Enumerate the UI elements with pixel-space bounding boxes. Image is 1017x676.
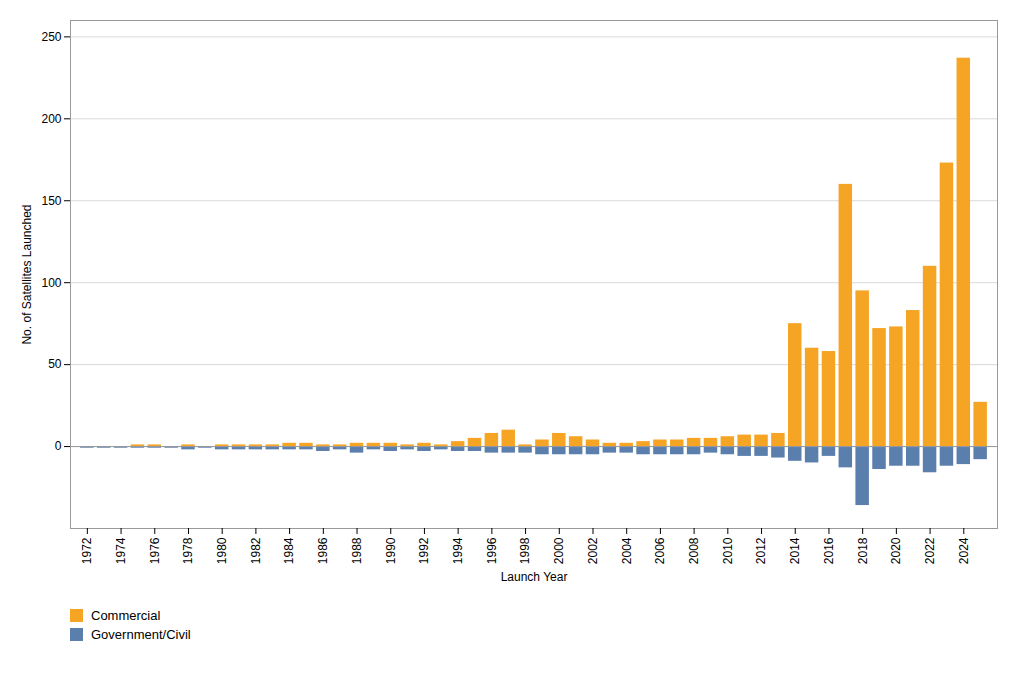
svg-text:2000: 2000: [552, 537, 566, 564]
svg-text:2012: 2012: [754, 537, 768, 564]
svg-text:1986: 1986: [316, 537, 330, 564]
svg-text:2016: 2016: [822, 537, 836, 564]
svg-text:1974: 1974: [114, 537, 128, 564]
svg-text:1998: 1998: [518, 537, 532, 564]
svg-text:1992: 1992: [417, 537, 431, 564]
svg-text:1978: 1978: [181, 537, 195, 564]
svg-text:2020: 2020: [889, 537, 903, 564]
svg-text:Launch Year: Launch Year: [501, 570, 568, 584]
html-text:Commercial: Commercial: [91, 608, 161, 623]
svg-text:1994: 1994: [451, 537, 465, 564]
svg-text:2010: 2010: [721, 537, 735, 564]
svg-text:2004: 2004: [620, 537, 634, 564]
svg-text:250: 250: [41, 30, 61, 44]
svg-text:1980: 1980: [215, 537, 229, 564]
svg-text:1996: 1996: [485, 537, 499, 564]
svg-text:1990: 1990: [384, 537, 398, 564]
svg-text:50: 50: [48, 357, 62, 371]
svg-text:2024: 2024: [957, 537, 971, 564]
svg-text:200: 200: [41, 112, 61, 126]
svg-text:1984: 1984: [282, 537, 296, 564]
svg-text:150: 150: [41, 194, 61, 208]
svg-text:2014: 2014: [788, 537, 802, 564]
svg-text:1976: 1976: [148, 537, 162, 564]
svg-text:2002: 2002: [586, 537, 600, 564]
svg-text:No. of Satellites Launched: No. of Satellites Launched: [20, 204, 34, 344]
html-text:Government/Civil: Government/Civil: [91, 627, 191, 642]
svg-text:2008: 2008: [687, 537, 701, 564]
svg-text:1972: 1972: [80, 537, 94, 564]
svg-text:100: 100: [41, 276, 61, 290]
svg-text:1982: 1982: [249, 537, 263, 564]
svg-text:1988: 1988: [350, 537, 364, 564]
svg-text:2006: 2006: [653, 537, 667, 564]
svg-text:0: 0: [55, 439, 62, 453]
svg-text:2022: 2022: [923, 537, 937, 564]
svg-text:2018: 2018: [856, 537, 870, 564]
